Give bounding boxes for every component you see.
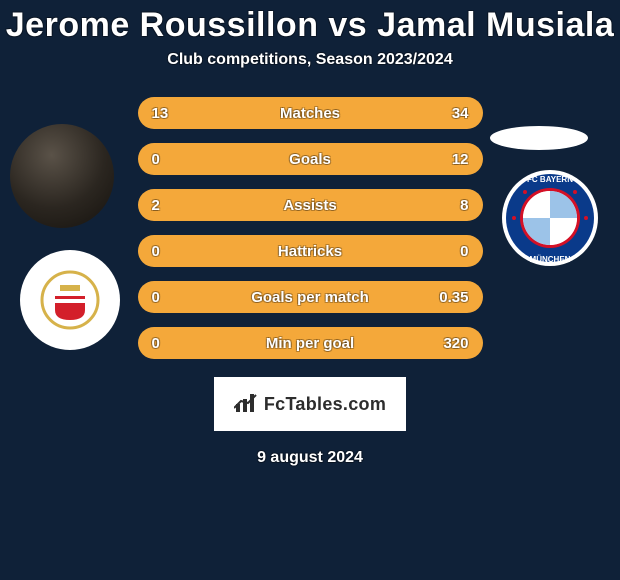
stat-label: Goals xyxy=(138,151,483,168)
page-title: Jerome Roussillon vs Jamal Musiala xyxy=(0,6,620,45)
stat-row: 0Hattricks0 xyxy=(138,235,483,267)
fctables-icon xyxy=(234,394,258,414)
watermark-text: FcTables.com xyxy=(264,394,386,415)
stat-row: 0Min per goal320 xyxy=(138,327,483,359)
stat-row: 2Assists8 xyxy=(138,189,483,221)
stat-label: Min per goal xyxy=(138,335,483,352)
stat-label: Assists xyxy=(138,197,483,214)
date: 9 august 2024 xyxy=(0,449,620,467)
club-logo-left xyxy=(20,250,120,350)
stat-label: Matches xyxy=(138,105,483,122)
stat-label: Hattricks xyxy=(138,243,483,260)
club-logo-right: FC BAYERN MÜNCHEN xyxy=(500,168,600,268)
union-berlin-icon xyxy=(35,265,105,335)
stat-row: 0Goals per match0.35 xyxy=(138,281,483,313)
subtitle: Club competitions, Season 2023/2024 xyxy=(0,51,620,69)
stat-row: 13Matches34 xyxy=(138,97,483,129)
watermark: FcTables.com xyxy=(214,377,406,431)
svg-text:FC BAYERN: FC BAYERN xyxy=(527,175,573,184)
comparison-card: Jerome Roussillon vs Jamal Musiala Club … xyxy=(0,0,620,580)
stat-label: Goals per match xyxy=(138,289,483,306)
svg-text:MÜNCHEN: MÜNCHEN xyxy=(530,255,571,264)
player-right-avatar xyxy=(490,126,588,150)
player-left-avatar xyxy=(10,124,114,228)
stat-row: 0Goals12 xyxy=(138,143,483,175)
bayern-munich-icon: FC BAYERN MÜNCHEN xyxy=(500,168,600,268)
